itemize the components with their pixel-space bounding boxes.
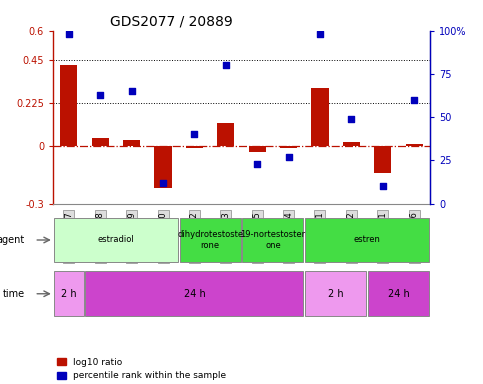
Text: 24 h: 24 h [387,289,410,299]
Bar [305,271,366,316]
Point [128,88,135,94]
Bar [374,146,391,173]
Point [316,31,324,37]
Text: time: time [3,289,25,299]
Bar [155,146,171,188]
Point [222,62,230,68]
Bar [123,140,140,146]
Legend: log10 ratio, percentile rank within the sample: log10 ratio, percentile rank within the … [53,354,230,384]
Bar [406,144,423,146]
Bar [249,146,266,152]
Bar [180,217,241,263]
Bar [343,142,360,146]
Point [191,131,199,137]
Text: 24 h: 24 h [184,289,205,299]
Bar [85,271,303,316]
Bar [368,271,429,316]
Bar [54,271,84,316]
Bar [60,65,77,146]
Text: 2 h: 2 h [61,289,77,299]
Bar [280,146,297,148]
Point [159,180,167,186]
Text: 2 h: 2 h [328,289,343,299]
Text: 19-nortestoster
one: 19-nortestoster one [241,230,305,250]
Point [285,154,293,160]
Point [379,183,387,189]
Bar [217,123,234,146]
Text: estradiol: estradiol [98,235,134,245]
Bar [305,217,429,263]
Point [65,31,73,37]
Text: GDS2077 / 20889: GDS2077 / 20889 [110,14,232,28]
Point [253,161,261,167]
Point [97,91,104,98]
Point [348,116,355,122]
Text: agent: agent [0,235,25,245]
Bar [54,217,178,263]
Bar [92,138,109,146]
Text: estren: estren [354,235,381,245]
Text: dihydrotestoste
rone: dihydrotestoste rone [177,230,243,250]
Bar [312,88,328,146]
Bar [242,217,303,263]
Point [411,97,418,103]
Bar [186,146,203,148]
